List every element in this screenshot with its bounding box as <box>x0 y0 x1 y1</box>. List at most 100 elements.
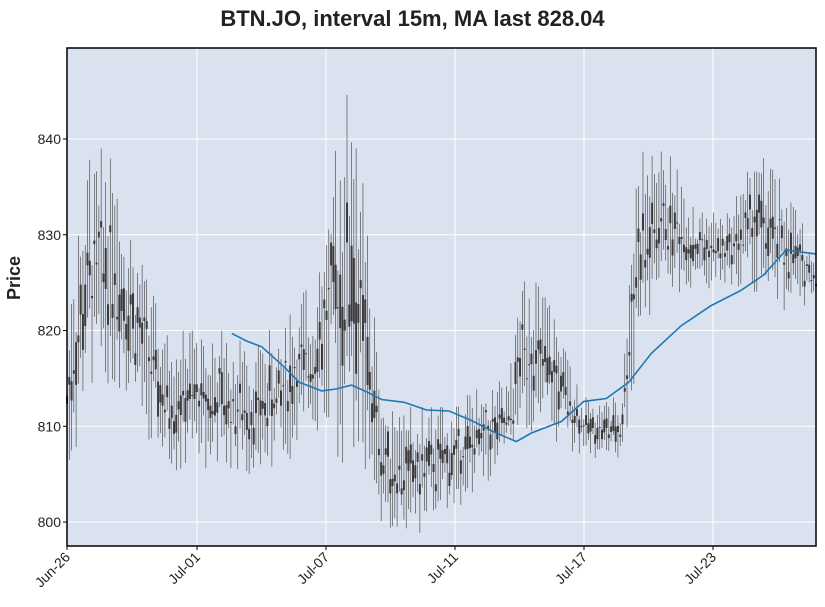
ohlc-body <box>382 465 385 474</box>
ohlc-body <box>769 218 772 228</box>
ohlc-body <box>774 227 777 229</box>
ohlc-body <box>341 306 344 366</box>
ohlc-body <box>639 254 642 280</box>
ohlc-body <box>464 436 467 450</box>
ohlc-body <box>507 416 510 421</box>
ohlc-body <box>644 259 647 268</box>
ohlc-body <box>512 420 515 424</box>
ohlc-body <box>755 209 758 237</box>
ohlc-body <box>505 422 508 425</box>
ohlc-body <box>498 414 501 419</box>
ohlc-body <box>689 244 692 259</box>
ohlc-body <box>628 352 631 356</box>
ohlc-body <box>712 249 715 253</box>
ohlc-body <box>753 216 756 223</box>
ohlc-body <box>330 242 333 266</box>
ohlc-body <box>441 450 444 464</box>
ohlc-body <box>801 255 804 261</box>
ohlc-body <box>539 339 542 354</box>
ohlc-body <box>521 324 524 330</box>
ohlc-body <box>81 314 84 350</box>
ohlc-body <box>380 462 383 476</box>
ohlc-body <box>660 218 663 222</box>
ohlc-body <box>138 317 141 328</box>
ohlc-body <box>459 460 462 474</box>
y-tick-label: 820 <box>38 323 62 339</box>
ohlc-body <box>209 405 212 419</box>
x-tick-label: Jul-01 <box>165 549 203 587</box>
ohlc-body <box>213 397 216 416</box>
ohlc-body <box>161 394 164 406</box>
ohlc-body <box>810 280 813 282</box>
ohlc-body <box>106 304 109 325</box>
ohlc-body <box>764 243 767 249</box>
ohlc-body <box>248 428 251 440</box>
ohlc-body <box>669 205 672 224</box>
ohlc-body <box>234 426 237 434</box>
ohlc-body <box>134 353 137 365</box>
ohlc-body <box>519 357 522 377</box>
ohlc-body <box>229 421 232 423</box>
ohlc-body <box>760 200 763 228</box>
ohlc-body <box>616 425 619 433</box>
ohlc-body <box>339 274 342 329</box>
ohlc-body <box>188 383 191 399</box>
ohlc-body <box>710 245 713 249</box>
ohlc-body <box>275 398 278 403</box>
ohlc-body <box>116 316 119 320</box>
ohlc-body <box>503 417 506 423</box>
ohlc-body <box>414 465 417 479</box>
ohlc-body <box>578 419 581 434</box>
ohlc-body <box>607 434 610 439</box>
ohlc-body <box>145 321 148 329</box>
ohlc-body <box>780 225 783 239</box>
ohlc-body <box>509 418 512 420</box>
ohlc-body <box>585 415 588 425</box>
ohlc-body <box>571 419 574 423</box>
ohlc-body <box>175 414 178 433</box>
ohlc-body <box>557 391 560 410</box>
ohlc-body <box>348 304 351 327</box>
ohlc-body <box>136 307 139 323</box>
ohlc-body <box>646 248 649 255</box>
ohlc-body <box>694 244 697 249</box>
ohlc-body <box>250 412 253 425</box>
ohlc-body <box>147 357 150 362</box>
ohlc-body <box>239 383 242 393</box>
ohlc-body <box>799 244 802 251</box>
ohlc-body <box>177 401 180 410</box>
ohlc-body <box>751 227 754 237</box>
ohlc-body <box>391 478 394 486</box>
ohlc-body <box>719 253 722 258</box>
ohlc-body <box>525 378 528 380</box>
ohlc-body <box>589 418 592 432</box>
ohlc-body <box>302 349 305 370</box>
ohlc-body <box>412 460 415 482</box>
ohlc-body <box>125 324 128 340</box>
ohlc-body <box>366 336 369 385</box>
ohlc-body <box>371 403 374 423</box>
ohlc-body <box>421 454 424 461</box>
ohlc-body <box>667 245 670 250</box>
ohlc-body <box>300 344 303 347</box>
ohlc-body <box>530 353 533 365</box>
ohlc-body <box>195 384 198 393</box>
ohlc-body <box>225 405 228 425</box>
ohlc-body <box>748 194 751 210</box>
ohlc-body <box>193 384 196 399</box>
ohlc-body <box>109 225 112 233</box>
ohlc-body <box>787 272 790 279</box>
ohlc-body <box>243 410 246 414</box>
ohlc-body <box>450 452 453 476</box>
ohlc-body <box>744 212 747 218</box>
ohlc-body <box>630 293 633 302</box>
ohlc-body <box>776 243 779 258</box>
ohlc-body <box>550 371 553 383</box>
ohlc-body <box>601 429 603 440</box>
ohlc-body <box>389 479 392 494</box>
ohlc-body <box>541 359 544 366</box>
ohlc-body <box>591 417 594 429</box>
ohlc-body <box>475 430 478 439</box>
ohlc-body <box>448 472 451 486</box>
ohlc-body <box>494 417 496 433</box>
